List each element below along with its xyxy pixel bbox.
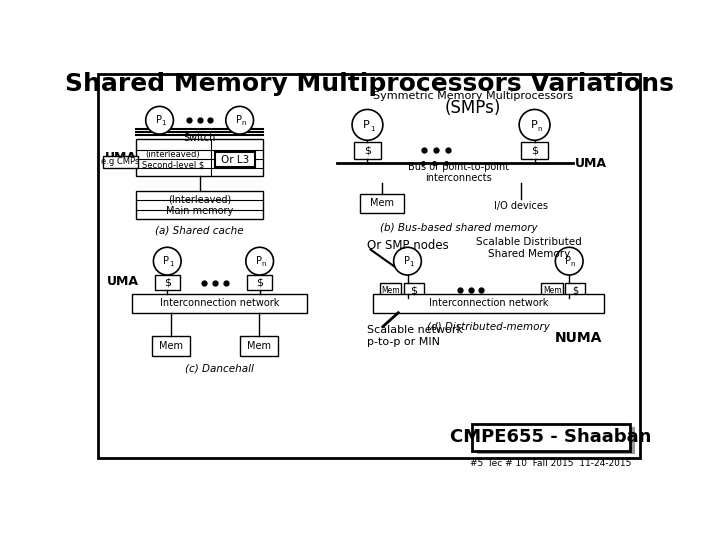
Text: (b) Bus-based shared memory: (b) Bus-based shared memory	[379, 223, 537, 233]
Text: P: P	[236, 115, 242, 125]
Bar	[472, 423, 630, 451]
Bar	[137, 139, 263, 177]
Text: Mem: Mem	[247, 341, 271, 351]
Bar	[137, 191, 263, 219]
Text: Mem: Mem	[543, 286, 562, 295]
Text: $: $	[364, 145, 371, 156]
Text: P: P	[404, 256, 410, 266]
Text: $: $	[531, 145, 538, 156]
Text: $: $	[163, 278, 171, 288]
Text: #5  lec # 10  Fall 2015  11-24-2015: #5 lec # 10 Fall 2015 11-24-2015	[470, 459, 631, 468]
Bar	[373, 294, 604, 313]
Text: n: n	[261, 261, 266, 267]
Circle shape	[145, 106, 174, 134]
Circle shape	[226, 106, 253, 134]
Text: $: $	[410, 286, 417, 295]
Text: UMA: UMA	[105, 151, 137, 164]
Text: P: P	[156, 115, 162, 125]
Bar	[215, 152, 255, 167]
Text: n: n	[537, 126, 541, 132]
Bar	[521, 142, 549, 159]
Circle shape	[352, 110, 383, 140]
Text: (interleaved)
Second-level $: (interleaved) Second-level $	[142, 150, 204, 169]
Circle shape	[555, 247, 583, 275]
Text: (a) Shared cache: (a) Shared cache	[156, 225, 244, 235]
Bar	[102, 156, 138, 168]
Text: Switch: Switch	[184, 133, 216, 143]
Text: P: P	[256, 256, 262, 266]
Text: Shared Memory Multiprocessors Variations: Shared Memory Multiprocessors Variations	[65, 72, 673, 96]
Text: Symmetric Memory Multiprocessors: Symmetric Memory Multiprocessors	[373, 91, 573, 100]
Circle shape	[394, 247, 421, 275]
Text: P: P	[163, 256, 169, 266]
Bar	[248, 275, 272, 291]
Text: P: P	[364, 120, 370, 130]
Text: 1: 1	[409, 261, 413, 267]
Bar	[132, 294, 307, 313]
Text: CMPE655 - Shaaban: CMPE655 - Shaaban	[450, 428, 652, 447]
Text: 1: 1	[161, 120, 166, 126]
Text: $: $	[256, 278, 264, 288]
Bar	[477, 427, 634, 455]
Text: P: P	[531, 120, 537, 130]
Text: Mem: Mem	[370, 198, 394, 208]
Text: I/O devices: I/O devices	[495, 201, 549, 212]
Text: Interconnection network: Interconnection network	[160, 299, 279, 308]
Bar	[379, 283, 401, 298]
Bar	[354, 142, 382, 159]
Bar	[565, 283, 585, 298]
Text: Scalable network
p-to-p or MIN: Scalable network p-to-p or MIN	[367, 325, 464, 347]
Text: Or L3: Or L3	[221, 154, 249, 165]
Text: (Interleaved)
Main memory: (Interleaved) Main memory	[166, 194, 233, 216]
Bar	[404, 283, 423, 298]
Text: Bus or point-to-point
interconnects: Bus or point-to-point interconnects	[408, 162, 509, 184]
Text: Or SMP nodes: Or SMP nodes	[367, 239, 449, 252]
Text: P: P	[565, 256, 572, 266]
Text: 1: 1	[169, 261, 174, 267]
Text: 1: 1	[370, 126, 374, 132]
Text: Interconnection network: Interconnection network	[428, 299, 548, 308]
Text: Scalable Distributed
Shared Memory: Scalable Distributed Shared Memory	[477, 237, 582, 259]
Circle shape	[246, 247, 274, 275]
Bar	[155, 275, 179, 291]
Text: Mem: Mem	[159, 341, 183, 351]
Text: UMA: UMA	[107, 275, 138, 288]
Text: n: n	[571, 261, 575, 267]
Circle shape	[519, 110, 550, 140]
Bar	[541, 283, 563, 298]
Text: (c) Dancehall: (c) Dancehall	[185, 363, 254, 373]
Bar	[240, 336, 278, 356]
Text: (d) Distributed-memory: (d) Distributed-memory	[427, 322, 550, 332]
Text: Mem: Mem	[382, 286, 400, 295]
Text: e.g CMPs: e.g CMPs	[101, 157, 140, 166]
Bar	[360, 194, 405, 213]
Text: n: n	[241, 120, 246, 126]
Circle shape	[153, 247, 181, 275]
Text: NUMA: NUMA	[554, 331, 602, 345]
Text: $: $	[572, 286, 578, 295]
Text: UMA: UMA	[575, 157, 607, 170]
Text: (SMPs): (SMPs)	[445, 99, 501, 117]
Bar	[152, 336, 190, 356]
